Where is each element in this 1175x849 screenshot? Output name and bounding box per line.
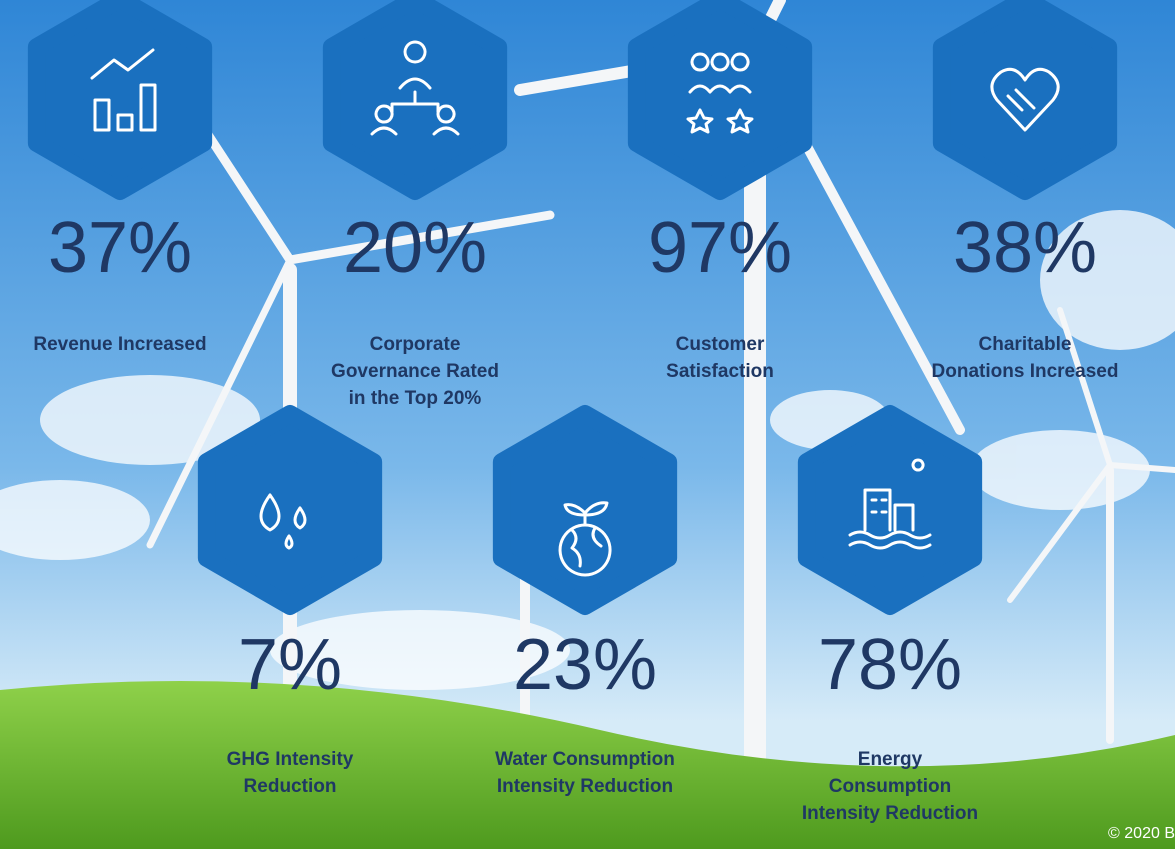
hexagon: [502, 414, 668, 606]
stat-label: Corporate: [370, 334, 461, 355]
stat-value: 78%: [818, 625, 962, 705]
stat-label: Charitable: [979, 334, 1072, 355]
stat-label: Revenue Increased: [33, 334, 206, 355]
infographic: © 2020 B 37% Revenue Increased 20% Corporat…: [0, 0, 1175, 849]
hexagon: [207, 414, 373, 606]
stat-value: 7%: [238, 625, 342, 705]
stat-label: GHG Intensity: [227, 749, 354, 770]
stat-value: 97%: [648, 208, 792, 288]
stat-value: 23%: [513, 625, 657, 705]
stat-value: 38%: [953, 208, 1097, 288]
stat-label: Satisfaction: [666, 361, 774, 382]
hexagon: [37, 0, 203, 191]
footer: © 2020 B: [1108, 825, 1175, 842]
stat-label: Intensity Reduction: [802, 803, 978, 824]
stat-label: Reduction: [244, 776, 337, 797]
stat-label: Intensity Reduction: [497, 776, 673, 797]
page: © 2020 B 37% Revenue Increased 20% Corporat…: [0, 0, 1175, 849]
stat-label: Energy: [858, 749, 923, 770]
stat-value: 37%: [48, 208, 192, 288]
stat-label: Water Consumption: [495, 749, 675, 770]
stat-label: in the Top 20%: [349, 388, 482, 409]
stat-label: Donations Increased: [932, 361, 1119, 382]
stat-label: Consumption: [829, 776, 951, 797]
stat-label: Customer: [676, 334, 765, 355]
stat-label: Governance Rated: [331, 361, 499, 382]
hexagon: [637, 0, 803, 191]
hexagon: [942, 0, 1108, 191]
stat-value: 20%: [343, 208, 487, 288]
